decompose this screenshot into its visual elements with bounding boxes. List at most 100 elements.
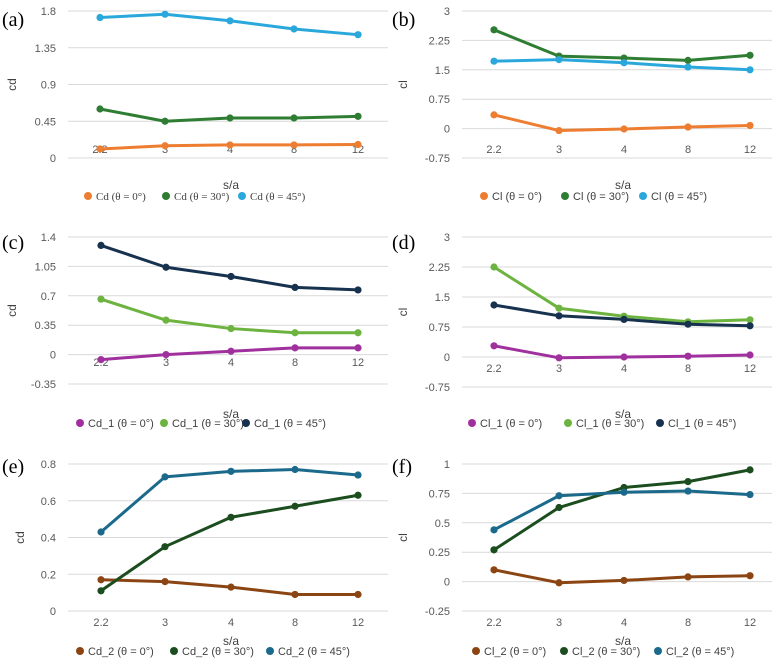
data-point — [162, 263, 170, 271]
legend-entry: Cd (θ = 0°) — [96, 191, 146, 203]
legend-entry: Cl_1 (θ = 0°) — [480, 418, 542, 430]
legend-marker — [242, 419, 250, 427]
data-point — [354, 286, 362, 294]
data-point — [684, 352, 692, 360]
y-tick-label: 0.75 — [429, 94, 450, 106]
data-point — [291, 465, 299, 474]
y-tick-label: -0.75 — [425, 153, 450, 165]
data-point — [354, 590, 362, 599]
x-tick-label: 4 — [228, 617, 234, 629]
y-tick-label: 0.4 — [41, 533, 56, 545]
x-tick-label: 4 — [621, 363, 627, 375]
data-point — [291, 329, 299, 337]
x-tick-label: 12 — [744, 144, 756, 156]
x-tick-label: 4 — [621, 144, 627, 156]
data-point — [226, 114, 234, 122]
legend-entry: Cl_2 (θ = 30°) — [572, 646, 640, 658]
x-axis-title: s/a — [223, 178, 239, 192]
x-tick-label: 2.2 — [486, 144, 501, 156]
data-point — [96, 13, 104, 22]
y-axis-title: cl — [396, 533, 410, 542]
x-tick-label: 2.2 — [93, 617, 108, 629]
data-point — [97, 587, 105, 595]
y-tick-label: 2.25 — [429, 262, 450, 274]
legend-entry: Cd_2 (θ = 30°) — [182, 646, 254, 658]
data-point — [227, 347, 235, 355]
data-point — [290, 141, 298, 149]
y-tick-label: 0.75 — [429, 322, 450, 334]
data-point — [620, 125, 628, 133]
data-point — [291, 502, 299, 510]
data-point — [684, 573, 692, 581]
data-point — [555, 312, 563, 320]
data-point — [354, 344, 362, 352]
legend-marker — [266, 647, 274, 655]
data-point — [490, 526, 498, 534]
data-point — [354, 329, 362, 337]
panel-label: (f) — [392, 456, 412, 478]
panel-label: (d) — [392, 232, 415, 254]
data-point — [620, 488, 628, 496]
legend-marker — [468, 419, 476, 427]
data-point — [555, 492, 563, 500]
data-point — [620, 315, 628, 323]
data-point — [746, 51, 754, 59]
data-point — [97, 576, 105, 584]
y-tick-label: 3 — [444, 232, 450, 244]
legend-marker — [84, 192, 92, 200]
data-point — [555, 579, 563, 587]
data-point — [227, 513, 235, 521]
legend-entry: Cl_2 (θ = 0°) — [484, 646, 546, 658]
legend-marker — [480, 192, 488, 200]
data-point — [96, 145, 104, 153]
data-point — [97, 356, 105, 364]
data-point — [161, 117, 169, 125]
x-tick-label: 3 — [556, 363, 562, 375]
data-point — [684, 123, 692, 131]
y-tick-label: 3 — [444, 6, 450, 18]
y-axis-title: cd — [13, 531, 27, 544]
y-tick-label: 1.5 — [435, 65, 450, 77]
data-point — [226, 17, 234, 25]
x-tick-label: 8 — [292, 617, 298, 629]
data-point — [746, 121, 754, 130]
x-tick-label: 12 — [352, 144, 364, 156]
y-tick-label: 0.25 — [429, 547, 450, 559]
data-point — [161, 543, 169, 551]
legend-entry: Cl_1 (θ = 45°) — [668, 418, 736, 430]
y-tick-label: 0 — [444, 352, 450, 364]
legend-marker — [170, 647, 178, 655]
data-point — [354, 140, 362, 149]
data-point — [290, 114, 298, 122]
panel-label: (b) — [392, 9, 415, 31]
series-line — [99, 243, 360, 292]
x-axis-title: s/a — [615, 634, 631, 648]
data-point — [746, 351, 754, 359]
data-point — [684, 320, 692, 328]
x-tick-label: 3 — [556, 617, 562, 629]
legend-entry: Cd_1 (θ = 45°) — [254, 418, 326, 430]
data-point — [490, 566, 498, 574]
y-tick-label: 0.45 — [35, 116, 56, 128]
x-tick-label: 12 — [744, 363, 756, 375]
data-point — [291, 344, 299, 352]
panel-label: (a) — [2, 9, 24, 31]
legend-entry: Cd_1 (θ = 0°) — [88, 418, 154, 430]
data-point — [746, 316, 754, 324]
x-tick-label: 3 — [162, 617, 168, 629]
x-tick-label: 3 — [162, 144, 168, 156]
x-tick-label: 4 — [228, 357, 234, 369]
data-point — [490, 111, 498, 119]
data-point — [227, 583, 235, 591]
legend-marker — [162, 192, 170, 200]
data-point — [354, 31, 362, 39]
data-point — [555, 56, 563, 64]
x-tick-label: 2.2 — [486, 617, 501, 629]
x-tick-label: 4 — [621, 617, 627, 629]
y-tick-label: -0.25 — [425, 606, 450, 618]
data-point — [227, 272, 235, 281]
x-tick-label: 12 — [352, 617, 364, 629]
